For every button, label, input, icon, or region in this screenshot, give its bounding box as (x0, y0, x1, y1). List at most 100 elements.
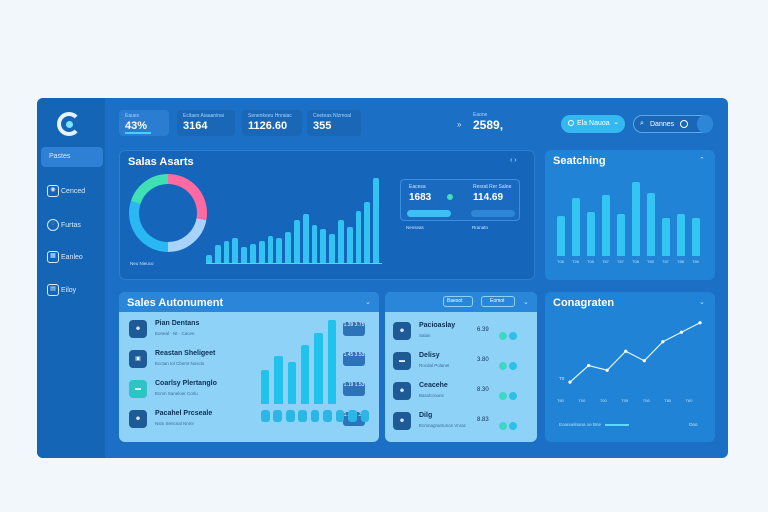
avatar: ☻ (393, 382, 411, 400)
x-axis-ticks: T08 T28 T08 T87 T87 T08 T89 T87 T88 T89 (557, 259, 707, 267)
kpi-caption: Eaues (125, 113, 140, 119)
tick-label: T88 (677, 259, 684, 264)
donut-slice (130, 174, 169, 205)
camera-icon: ◉ (47, 185, 59, 197)
toggle-icon[interactable] (680, 120, 688, 128)
chart-bar (632, 182, 641, 256)
chart-bar (223, 240, 230, 263)
row-name: Pacahel Prcseale (155, 410, 213, 417)
row-name: Pian Dentans (155, 320, 200, 327)
kpi-value: 1126.60 (248, 120, 288, 132)
chart-bar (232, 238, 239, 263)
avatar: ▣ (129, 350, 147, 368)
row-sub: Rocdal Polanel (419, 363, 450, 368)
chart-bar (314, 332, 323, 404)
sidebar-item-label: Eiloy (61, 287, 77, 294)
conagraten-line-chart (568, 321, 702, 384)
row-sub: Ecmnagrantunce Vnrac (419, 423, 467, 428)
data-point (642, 359, 646, 363)
kpi-value: 355 (313, 120, 332, 132)
sidebar-item-eiloy[interactable]: ▤ Eiloy (37, 281, 105, 301)
tick-label: T06 (642, 398, 650, 403)
donut-slice (167, 218, 207, 252)
panel-title: Conagraten (553, 297, 615, 309)
chart-bar (311, 224, 318, 263)
tick-label: T60 (557, 398, 564, 403)
axis-line (206, 263, 382, 264)
table-row[interactable]: ▣ Reastan Sheligeet Ecctan Iol Cbnmt Nos… (125, 348, 367, 372)
alerts-bar-chart (206, 173, 382, 263)
tick-label: T08 (557, 259, 564, 264)
chevron-icon[interactable]: ⌄ (699, 299, 705, 306)
chart-bar (335, 410, 345, 422)
tick-label: T87 (617, 259, 624, 264)
chevron-icon[interactable]: ⌄ (365, 299, 371, 306)
sales-automent-panel: Sales Autonument ⌄ ☻ Pian Dentans Eoneal… (119, 292, 379, 442)
sidebar-item-label: Pastes (49, 153, 71, 160)
chart-bar (298, 410, 308, 422)
data-point (568, 380, 572, 384)
sidebar-item-furtas[interactable]: ◌ Furtas (37, 216, 105, 236)
stat-sub: Nenseas (406, 225, 424, 230)
row-name: Dilg (419, 412, 433, 419)
list-item[interactable]: ☻ Pacioaslay Salan 6.39 (391, 320, 529, 344)
status-dropdown[interactable]: Ela Nauoa ⌄ (561, 115, 625, 133)
table-row[interactable]: ☻ Pian Dentans Eoneal · Nt · Cacen 1.39 … (125, 318, 367, 342)
folder-icon: ▤ (47, 284, 59, 296)
chevron-up-icon[interactable]: ⌃ (699, 157, 705, 164)
data-point (605, 368, 609, 372)
progress-bar (407, 210, 451, 217)
table-row[interactable]: ▬ Coarlsy Plertanglo Ecmn Saneloer Corlu… (125, 378, 367, 402)
kpi-card[interactable]: Senenkeeu Hnraiac 1126.60 (242, 110, 302, 136)
row-value: 1.45 3.53 (343, 352, 365, 366)
stat-value: 114.69 (473, 192, 504, 203)
settings-icon[interactable] (697, 115, 713, 133)
seatching-bar-chart (557, 180, 707, 256)
chart-bar (617, 213, 626, 256)
row-sub: Ecctan Iol Cbnmt Nosclo (155, 361, 205, 366)
chevron-icon[interactable]: ⌄ (523, 299, 529, 306)
row-name: Pacioaslay (419, 322, 456, 329)
sidebar-item-eanleo[interactable]: ▦ Eanleo (37, 248, 105, 268)
donut-slice (167, 174, 207, 221)
panel-title: Salas Asarts (128, 156, 194, 168)
automent-mini-bars (261, 410, 373, 422)
chart-bar (285, 410, 295, 422)
kpi-caption: Ceeteas Nlzmoal (313, 113, 352, 119)
chart-bar (364, 202, 371, 263)
team-panel: Baesot Eomot ⌄ ☻ Pacioaslay Salan 6.39 ▬… (385, 292, 537, 442)
list-item[interactable]: ☻ Ceacehe Basolcrouns 8.30 (391, 380, 529, 404)
row-value: 1.19 1.53 (343, 382, 365, 396)
sidebar-item-label: Furtas (61, 222, 81, 229)
chart-bar (276, 238, 283, 263)
chart-bar (320, 229, 327, 263)
kpi-card[interactable]: Ceeteas Nlzmoal 355 (307, 110, 361, 136)
app-logo-icon[interactable] (57, 112, 81, 136)
sidebar-item-cenced[interactable]: ◉ Cenced (37, 182, 105, 202)
row-sub: Eoneal · Nt · Cacen (155, 331, 195, 336)
sidebar-item-pastes[interactable]: Pastes (41, 147, 103, 167)
chart-bar (346, 227, 353, 263)
filter-dropdown[interactable]: Eomot (481, 296, 515, 307)
chart-bar (274, 355, 283, 404)
kpi-card[interactable]: Eaues 43% (119, 110, 169, 136)
data-point (624, 349, 628, 353)
chart-bar (214, 245, 221, 263)
row-name: Coarlsy Plertanglo (155, 380, 217, 387)
sales-alerts-panel: Salas Asarts ‹ › Neu Nieuco Eacesa 1683 … (119, 150, 535, 280)
list-item[interactable]: ▬ Delisy Rocdal Polanel 3.80 (391, 350, 529, 374)
search-input[interactable]: ⌕ Dannes (633, 115, 713, 133)
filter-dropdown[interactable]: Baesot (443, 296, 473, 307)
chart-bar (338, 220, 344, 263)
chevron-down-icon: ⌄ (613, 119, 619, 126)
search-label: Dannes (650, 121, 675, 128)
panel-nav-icon[interactable]: ‹ › (510, 157, 517, 164)
list-item[interactable]: ☻ Dilg Ecmnagrantunce Vnrac 8.83 (391, 410, 529, 434)
chart-bar (355, 211, 362, 263)
tick-label: T87 (662, 259, 669, 264)
chart-bar (294, 220, 300, 263)
chart-bar (285, 231, 291, 263)
kpi-card[interactable]: Ecitaes Aiaaaninai 3164 (177, 110, 235, 136)
chart-bar (692, 218, 701, 256)
tick-label: T00 (578, 398, 586, 403)
